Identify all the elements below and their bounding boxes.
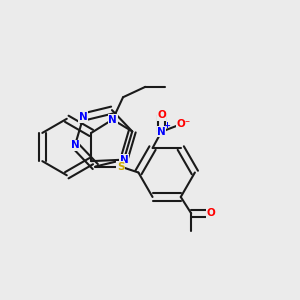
Text: S: S [117, 162, 124, 172]
Text: N: N [108, 115, 117, 124]
Text: O⁻: O⁻ [177, 119, 191, 129]
Text: N: N [79, 112, 88, 122]
Text: O: O [157, 110, 166, 120]
Text: N: N [157, 127, 166, 137]
Text: N: N [70, 140, 80, 150]
Text: O: O [206, 208, 215, 218]
Text: +: + [163, 121, 170, 130]
Text: N: N [120, 155, 128, 165]
